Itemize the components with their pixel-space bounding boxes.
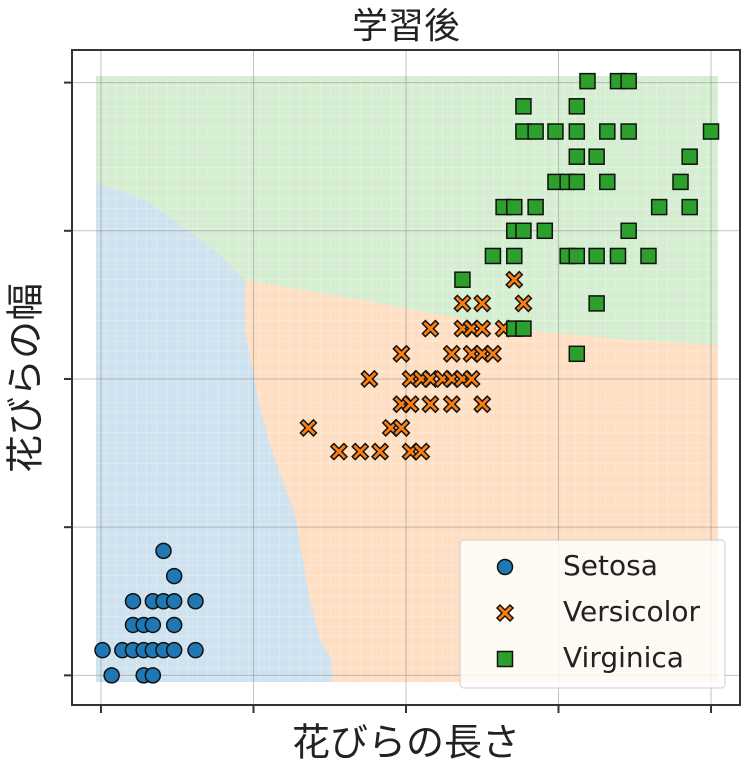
point: [329, 442, 348, 461]
point: [103, 667, 120, 684]
point: [421, 319, 440, 338]
point: [640, 247, 657, 265]
point: [421, 395, 440, 414]
point: [473, 395, 492, 414]
point: [442, 344, 461, 363]
legend-box: [459, 539, 726, 689]
point: [681, 198, 698, 216]
point: [371, 442, 390, 461]
point: [672, 173, 689, 191]
point: [484, 247, 502, 265]
point: [568, 123, 586, 140]
point: [94, 641, 111, 659]
legend-label: Virginica: [563, 641, 684, 674]
point: [579, 72, 596, 90]
legend-marker: [495, 603, 515, 623]
point: [165, 616, 183, 634]
point: [144, 667, 162, 684]
point: [568, 148, 586, 165]
point: [165, 593, 183, 610]
point: [515, 320, 532, 337]
point: [506, 247, 523, 265]
legend-marker: [496, 650, 514, 668]
point: [462, 369, 481, 389]
point: [155, 542, 172, 560]
point: [453, 294, 472, 313]
point: [187, 593, 204, 610]
point: [609, 247, 627, 265]
x-axis-label: 花びらの長さ: [292, 721, 520, 765]
point: [599, 123, 616, 140]
point: [515, 98, 532, 115]
point: [473, 294, 492, 313]
point: [473, 319, 492, 338]
point: [568, 98, 586, 115]
point: [454, 271, 471, 288]
point: [299, 418, 318, 437]
point: [392, 418, 411, 437]
point: [442, 395, 461, 414]
point: [144, 616, 162, 634]
point: [401, 395, 420, 414]
point: [360, 369, 379, 389]
point: [568, 345, 586, 363]
point: [599, 173, 616, 191]
point: [514, 294, 533, 313]
point: [568, 173, 586, 191]
point: [392, 344, 411, 363]
legend-label: Setosa: [563, 549, 658, 582]
point: [620, 72, 637, 90]
point: [588, 295, 605, 312]
point: [547, 123, 564, 140]
point: [620, 222, 637, 240]
legend-label: Versicolor: [563, 595, 701, 628]
point: [568, 247, 586, 265]
point: [588, 247, 605, 265]
point: [412, 442, 431, 461]
chart-title: 学習後: [352, 6, 460, 47]
point: [165, 641, 183, 659]
point: [650, 198, 668, 216]
point: [506, 198, 523, 216]
point: [702, 123, 720, 140]
point: [681, 148, 698, 165]
point: [483, 344, 502, 363]
point: [527, 123, 544, 140]
point: [620, 123, 637, 140]
point: [527, 198, 544, 216]
legend-marker: [496, 558, 514, 576]
legend: Setosa Versicolor Virginica: [459, 539, 726, 689]
point: [536, 222, 554, 240]
point: [351, 442, 370, 461]
point: [588, 148, 605, 165]
y-axis-label: 花びらの幅: [4, 283, 48, 473]
point: [124, 593, 142, 610]
point: [165, 567, 183, 585]
point: [187, 641, 204, 659]
point: [505, 270, 524, 289]
point: [515, 222, 532, 240]
